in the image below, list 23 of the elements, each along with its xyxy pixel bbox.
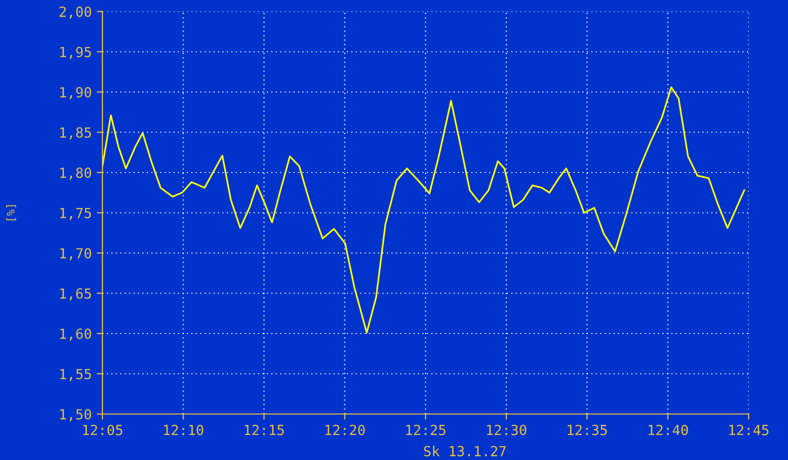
y-tick-label: 1,95	[60, 46, 91, 60]
y-tick-label: 1,80	[60, 168, 92, 180]
y-axis-title: [%]	[6, 205, 16, 220]
y-tick-label: 2,00	[60, 6, 92, 19]
x-tick-label: 12:10	[164, 424, 204, 436]
x-tick-label: 12:25	[406, 424, 446, 436]
y-tick-label: 1,50	[60, 409, 92, 422]
x-tick-label: 12:30	[487, 424, 526, 436]
x-tick-label: 12:45	[729, 424, 768, 436]
y-tick-label: 1,55	[60, 368, 91, 382]
x-tick-label: 12:05	[83, 424, 122, 436]
text: Sk 13.1.27	[424, 446, 506, 456]
y-tick-label: 1,90	[60, 87, 92, 100]
x-tick-label: 12:40	[648, 424, 688, 436]
x-tick-label: 12:15	[244, 424, 284, 436]
y-tick-label: 1,65	[60, 288, 91, 301]
y-tick-label: 1,75	[60, 208, 91, 220]
x-tick-label: 12:35	[568, 424, 607, 436]
x-tick-label: 12:20	[326, 424, 365, 436]
y-tick-label: 1,60	[60, 328, 92, 341]
line-series	[102, 86, 746, 334]
y-tick-label: 1,85	[60, 127, 91, 140]
y-tick-label: 1,70	[60, 248, 92, 260]
